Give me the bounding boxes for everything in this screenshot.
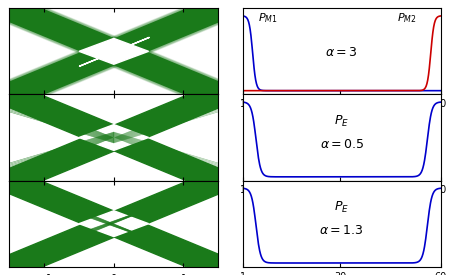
- Text: $\alpha = 1.3$: $\alpha = 1.3$: [319, 224, 364, 237]
- Text: $P_E$: $P_E$: [334, 114, 349, 129]
- Text: $\alpha = 3$: $\alpha = 3$: [326, 46, 358, 59]
- Text: $P_{M1}$: $P_{M1}$: [258, 11, 278, 25]
- Text: $P_{M2}$: $P_{M2}$: [397, 11, 417, 25]
- Polygon shape: [79, 125, 149, 150]
- Polygon shape: [79, 211, 149, 236]
- Text: $\alpha = 0.5$: $\alpha = 0.5$: [319, 138, 364, 151]
- Polygon shape: [79, 39, 149, 64]
- Text: $P_E$: $P_E$: [334, 200, 349, 215]
